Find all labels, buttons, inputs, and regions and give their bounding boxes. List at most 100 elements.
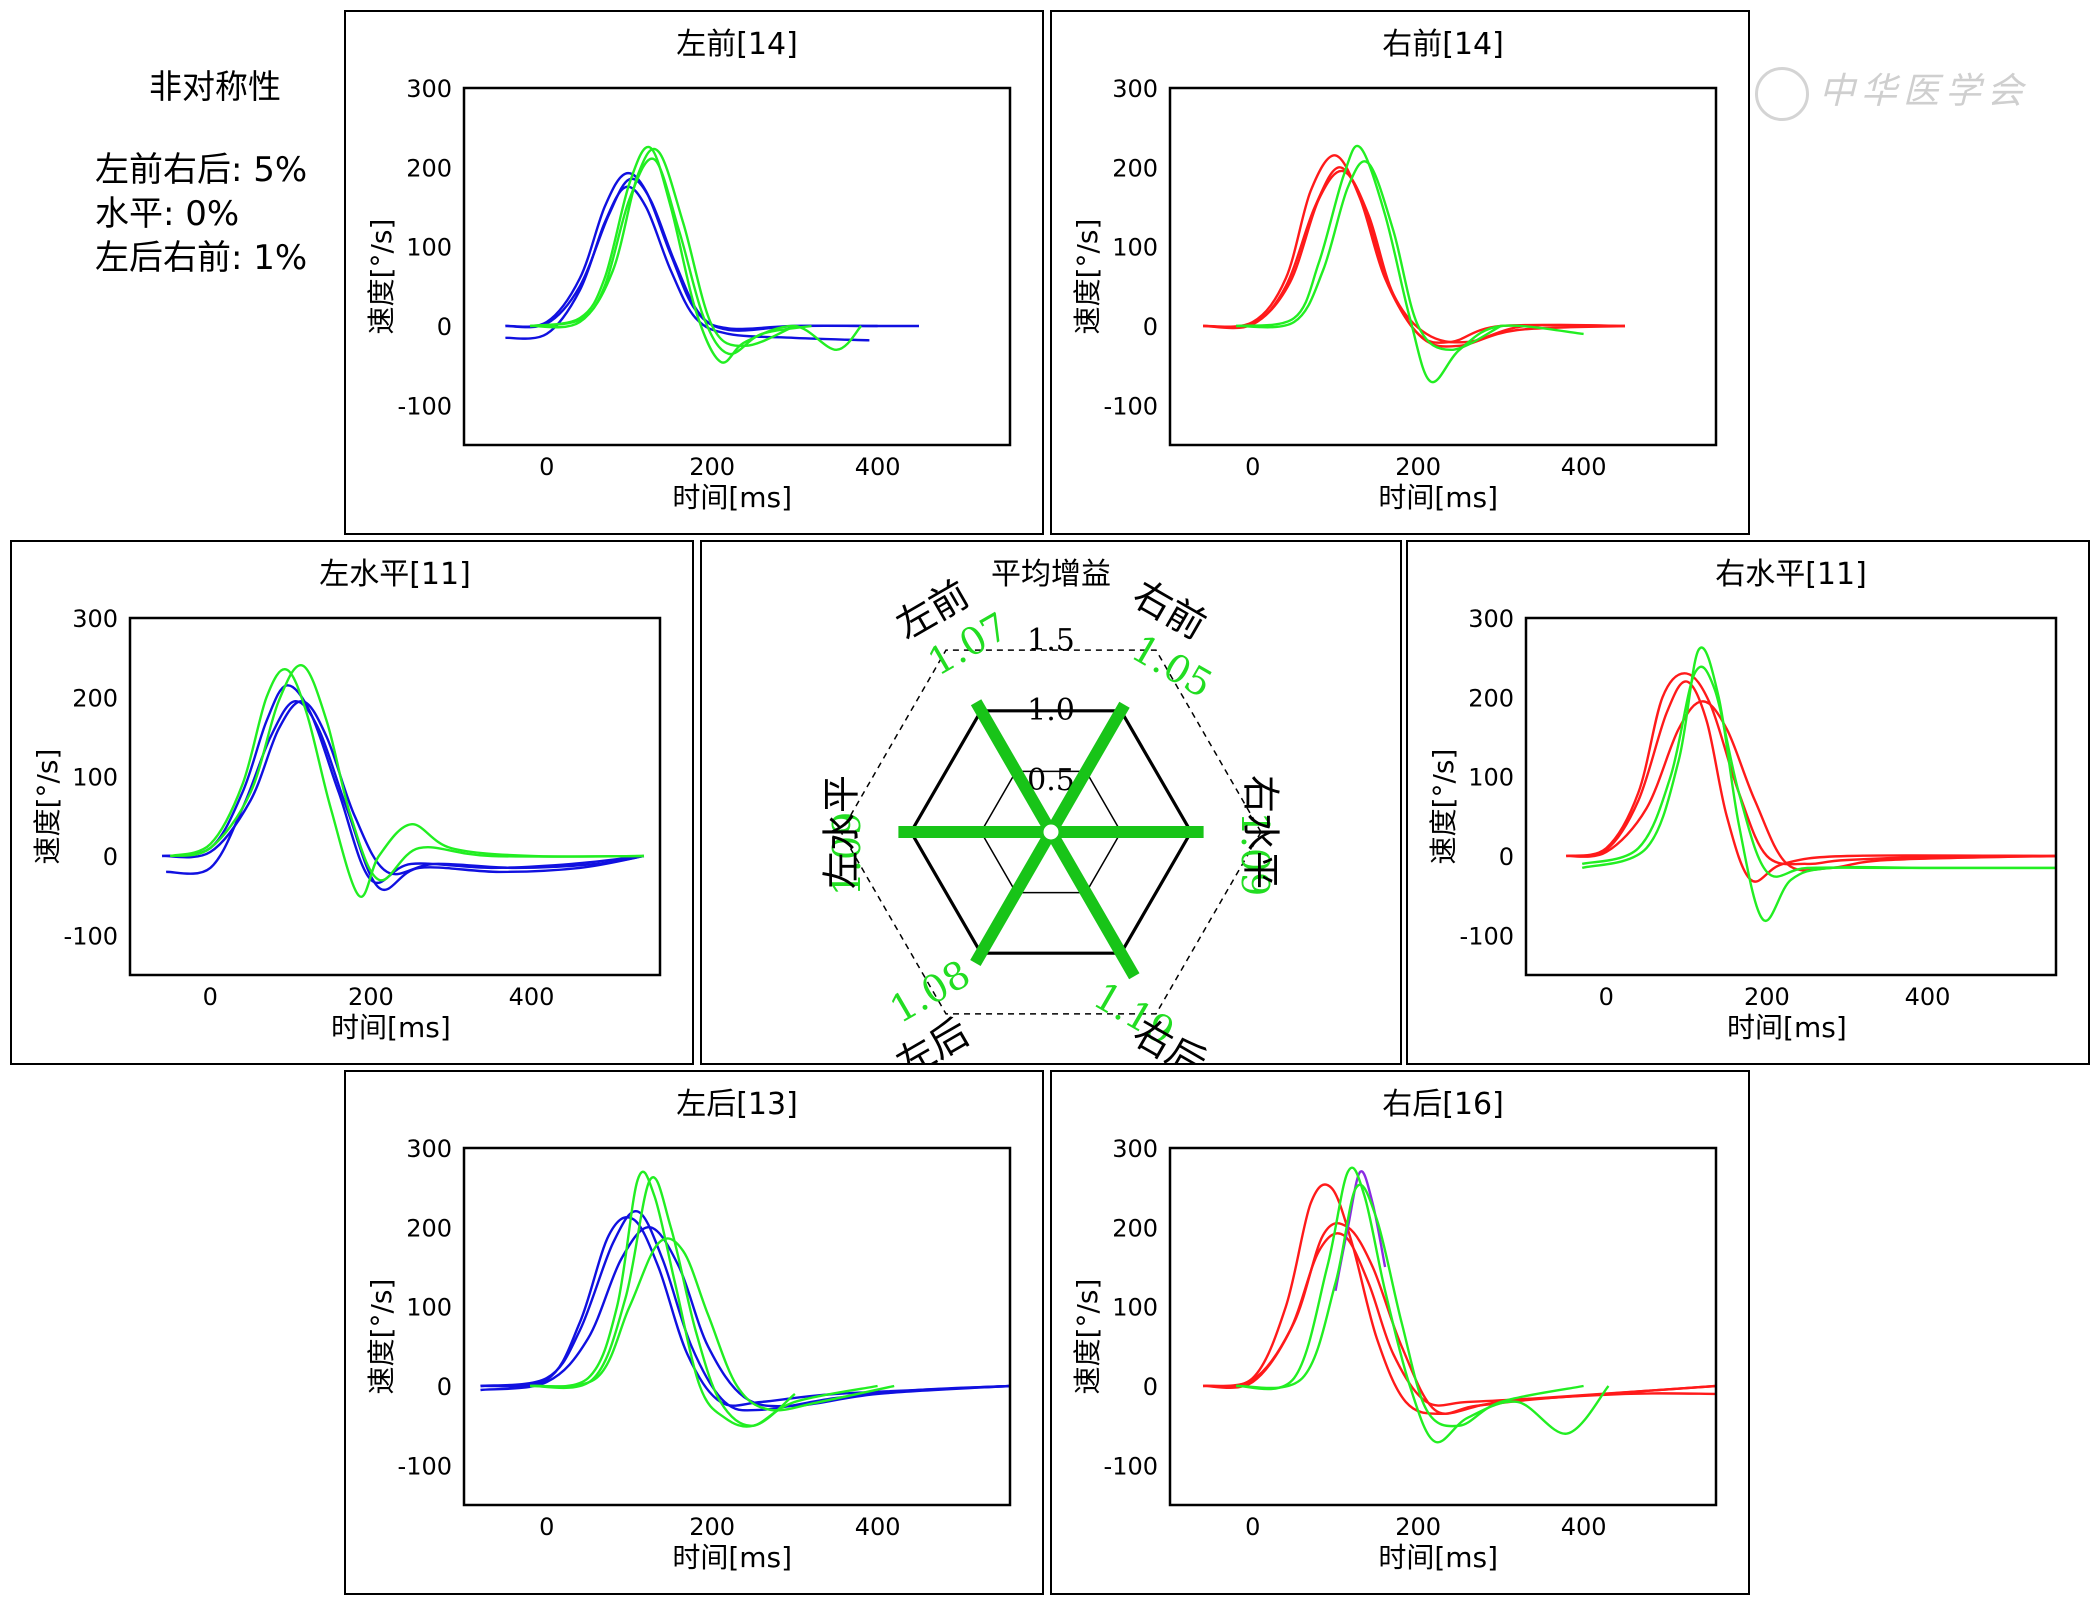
y-tick-label: 0 xyxy=(1143,313,1158,341)
series-line-right-head-0 xyxy=(1202,1183,1716,1416)
y-tick-label: 300 xyxy=(1112,1135,1158,1163)
chart-left-horizontal: 左水平[11] 300 200 100 0 -100 0 200 400 时间[ms] 速度[°/s… xyxy=(10,540,694,1065)
y-tick-label: -100 xyxy=(1460,922,1514,950)
y-tick-label: 200 xyxy=(406,1214,452,1242)
x-axis-label: 时间[ms] xyxy=(1378,481,1498,514)
y-tick-label: 200 xyxy=(1468,684,1514,712)
plot-frame xyxy=(1168,1146,1718,1507)
series-line-right-head-0 xyxy=(1203,154,1626,344)
y-tick-label: 100 xyxy=(406,1294,452,1322)
series-line-eye-5 xyxy=(530,1176,796,1427)
chart-title: 右水平[11] xyxy=(1715,557,1867,592)
y-tick-label: 200 xyxy=(72,684,118,712)
y-tick-label: 100 xyxy=(1112,234,1158,262)
x-tick-label: 200 xyxy=(348,983,394,1011)
series-line-right-head-2 xyxy=(1202,1232,1716,1407)
series-line-left-head-1 xyxy=(505,185,870,342)
chart-right-anterior: 右前[14] 300 200 100 0 -100 0 200 400 时间[ms] 速度[°/s] xyxy=(1050,10,1750,535)
x-tick-label: 0 xyxy=(1245,453,1260,481)
asymmetry-summary: 非对称性 左前右后: 5% 水平: 0% 左后右前: 1% xyxy=(95,60,345,280)
gain-value-label: 1.09 xyxy=(825,812,869,897)
y-tick-label: 300 xyxy=(406,75,452,103)
series-line-right-head-1 xyxy=(1203,166,1626,348)
series-line-eye-4 xyxy=(1236,1166,1610,1444)
chart-right-posterior: 右后[16] 300 200 100 0 -100 0 200 400 时间[ms] 速度[°/s] xyxy=(1050,1070,1750,1595)
x-tick-label: 400 xyxy=(1561,1513,1607,1541)
gain-value-label: 1.09 xyxy=(1233,812,1277,897)
series-line-eye-4 xyxy=(530,1237,895,1412)
radar-title: 平均增益 xyxy=(991,557,1111,592)
radar-ring-label: 0.5 xyxy=(1027,763,1075,798)
series-line-right-head-2 xyxy=(1203,169,1626,344)
y-tick-label: -100 xyxy=(1104,392,1158,420)
chart-title: 右前[14] xyxy=(1382,27,1504,62)
watermark: 中华医学会 xyxy=(1755,62,2029,121)
radar-ring-label: 1.0 xyxy=(1027,693,1075,728)
x-tick-label: 200 xyxy=(689,453,735,481)
gain-value-label: 1.05 xyxy=(1124,626,1219,706)
gain-bar-4 xyxy=(970,829,1057,966)
x-tick-label: 200 xyxy=(1395,453,1441,481)
x-tick-label: 200 xyxy=(1744,983,1790,1011)
series-line-left-head-1 xyxy=(480,1226,1010,1408)
watermark-text: 中华医学会 xyxy=(1819,71,2030,112)
y-tick-label: 0 xyxy=(437,313,452,341)
series-line-left-head-0 xyxy=(480,1210,1010,1412)
x-axis-label: 时间[ms] xyxy=(331,1011,451,1044)
y-tick-label: 300 xyxy=(72,605,118,633)
x-tick-label: 200 xyxy=(689,1513,735,1541)
series-line-left-head-2 xyxy=(161,700,645,876)
radar-ring-label: 1.5 xyxy=(1027,623,1075,658)
y-tick-label: 300 xyxy=(406,1135,452,1163)
chart-title: 左水平[11] xyxy=(319,557,471,592)
y-tick-label: 200 xyxy=(1112,154,1158,182)
radar-ring-3 xyxy=(840,649,1262,1015)
x-tick-label: 400 xyxy=(855,453,901,481)
chart-right-horizontal: 右水平[11] 300 200 100 0 -100 0 200 400 时间[ms] 速度[°/s… xyxy=(1406,540,2090,1065)
x-tick-label: 400 xyxy=(1561,453,1607,481)
series-line-eye-4 xyxy=(169,664,644,882)
plot-frame xyxy=(1524,616,2058,977)
series-line-eye-5 xyxy=(1236,1183,1584,1428)
y-tick-label: 300 xyxy=(1468,605,1514,633)
y-tick-label: -100 xyxy=(398,1452,452,1480)
series-line-eye-5 xyxy=(530,147,796,348)
chart-title: 左前[14] xyxy=(676,27,798,62)
canal-label: 左水平 xyxy=(820,775,864,889)
series-line-right-head-1 xyxy=(1566,700,2056,872)
series-line-left-head-2 xyxy=(505,177,878,331)
x-tick-label: 0 xyxy=(539,453,554,481)
series-line-left-head-0 xyxy=(161,684,645,885)
plot-frame xyxy=(462,1146,1012,1507)
y-axis-label: 速度[°/s] xyxy=(1071,1279,1104,1395)
chart-svg: 右前[14] 300 200 100 0 -100 0 200 400 时间[ms] 速度[°/s] xyxy=(1071,27,1718,514)
y-tick-label: -100 xyxy=(1104,1452,1158,1480)
series-line-eye-3 xyxy=(169,668,644,898)
series-line-eye-3 xyxy=(1236,144,1584,384)
chart-svg: 左水平[11] 300 200 100 0 -100 0 200 400 时间[ms] 速度[°/s… xyxy=(31,557,662,1044)
y-axis-label: 速度[°/s] xyxy=(365,219,398,335)
plot-frame xyxy=(462,86,1012,447)
radar-svg: 平均增益1.51.00.51.07 1.051.091.191.081.09左前右… xyxy=(820,557,1283,1063)
canal-label: 右前 xyxy=(1126,572,1214,648)
series-line-left-head-2 xyxy=(480,1216,1010,1407)
x-tick-label: 0 xyxy=(203,983,218,1011)
y-tick-label: 300 xyxy=(1112,75,1158,103)
x-tick-label: 400 xyxy=(509,983,555,1011)
y-tick-label: 0 xyxy=(1143,1373,1158,1401)
y-tick-label: 0 xyxy=(437,1373,452,1401)
x-axis-label: 时间[ms] xyxy=(672,1541,792,1574)
x-tick-label: 400 xyxy=(855,1513,901,1541)
series-line-left-head-0 xyxy=(505,171,919,332)
asymmetry-la-rp: 左后右前: 1% xyxy=(95,238,308,278)
chart-svg: 左前[14] 300 200 100 0 -100 0 200 400 时间[ms] 速度[°/s] xyxy=(365,27,1012,514)
x-tick-label: 200 xyxy=(1395,1513,1441,1541)
y-tick-label: 0 xyxy=(1499,843,1514,871)
chart-svg: 右后[16] 300 200 100 0 -100 0 200 400 时间[ms] 速度[°/s] xyxy=(1071,1087,1718,1574)
series-line-eye-3 xyxy=(530,1170,878,1428)
chart-left-posterior: 左后[13] 300 200 100 0 -100 0 200 400 时间[ms] 速度[°/s] xyxy=(344,1070,1044,1595)
series-line-right-head-1 xyxy=(1203,1222,1716,1415)
series-line-right-head-0 xyxy=(1565,672,2056,866)
gain-bar-1 xyxy=(1045,701,1130,835)
chart-svg: 右水平[11] 300 200 100 0 -100 0 200 400 时间[ms] 速度[°/s… xyxy=(1427,557,2058,1044)
